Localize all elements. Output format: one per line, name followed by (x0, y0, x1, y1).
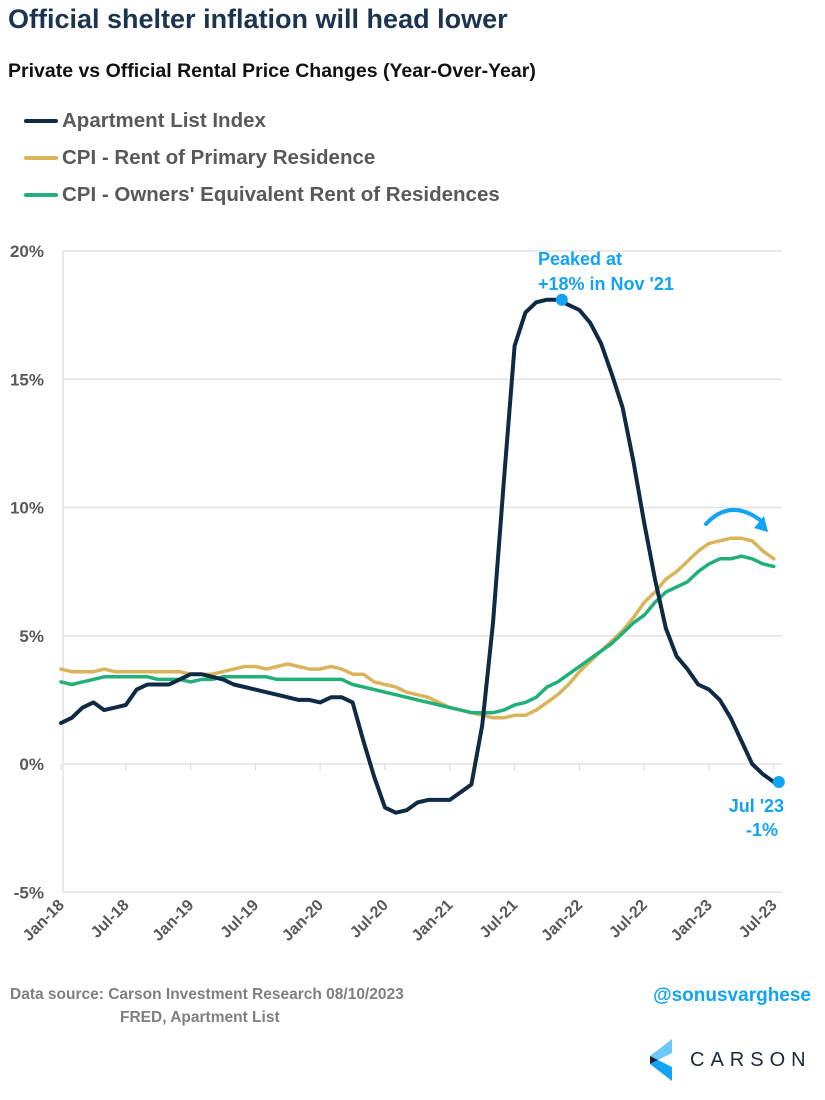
x-tick-label: Jan-22 (538, 897, 586, 945)
latest-annotation-line1: Jul '23 (729, 796, 784, 816)
chart-title: Official shelter inflation will head low… (8, 4, 508, 34)
series-line-apartment-list (59, 297, 776, 815)
peak-annotation-line1: Peaked at (538, 249, 622, 269)
carson-logo: CARSON (650, 1039, 812, 1081)
legend-item-apartment: Apartment List Index (24, 102, 500, 139)
arrow-head-icon (754, 516, 768, 532)
x-tick-label: Jul-20 (347, 897, 392, 942)
source-line-1: Data source: Carson Investment Research … (10, 986, 404, 1003)
x-tick-label: Jan-19 (150, 897, 198, 945)
x-tick-label: Jul-19 (218, 897, 263, 942)
x-tick-label: Jan-21 (409, 897, 457, 945)
chart-subtitle: Private vs Official Rental Price Changes… (8, 60, 536, 82)
curved-arrow-icon (704, 507, 762, 526)
latest-annotation-line2: -1% (746, 820, 778, 840)
legend-swatch (24, 192, 58, 197)
author-handle: @sonusvarghese (653, 985, 811, 1006)
y-tick-label: -5% (14, 883, 44, 902)
legend-item-oer: CPI - Owners' Equivalent Rent of Residen… (24, 176, 500, 213)
x-tick-label: Jul-18 (88, 897, 133, 942)
x-tick-label: Jul-21 (477, 897, 522, 942)
peak-annotation-line2: +18% in Nov '21 (538, 274, 674, 294)
y-tick-label: 10% (10, 499, 44, 518)
source-line-2: FRED, Apartment List (120, 1009, 280, 1026)
y-tick-label: 20% (10, 242, 44, 261)
peak-marker (555, 293, 568, 306)
carson-logo-icon (650, 1039, 672, 1081)
legend-item-rent: CPI - Rent of Primary Residence (24, 139, 500, 176)
x-tick-label: Jul-23 (736, 897, 781, 942)
carson-logo-text: CARSON (690, 1048, 812, 1071)
legend-label: Apartment List Index (62, 108, 266, 132)
y-tick-label: 5% (19, 627, 44, 646)
legend-label: CPI - Rent of Primary Residence (62, 145, 376, 169)
legend: Apartment List Index CPI - Rent of Prima… (24, 102, 500, 213)
series-line-cpi-rent (59, 536, 776, 720)
latest-marker (772, 775, 785, 788)
x-tick-label: Jan-20 (279, 897, 327, 945)
legend-label: CPI - Owners' Equivalent Rent of Residen… (62, 182, 500, 206)
legend-swatch (24, 155, 58, 160)
x-tick-label: Jul-22 (606, 897, 651, 942)
legend-swatch (24, 118, 58, 123)
y-tick-label: 0% (19, 755, 44, 774)
x-tick-label: Jan-18 (20, 897, 68, 945)
x-tick-label: Jan-23 (668, 897, 716, 945)
y-tick-label: 15% (10, 370, 44, 389)
